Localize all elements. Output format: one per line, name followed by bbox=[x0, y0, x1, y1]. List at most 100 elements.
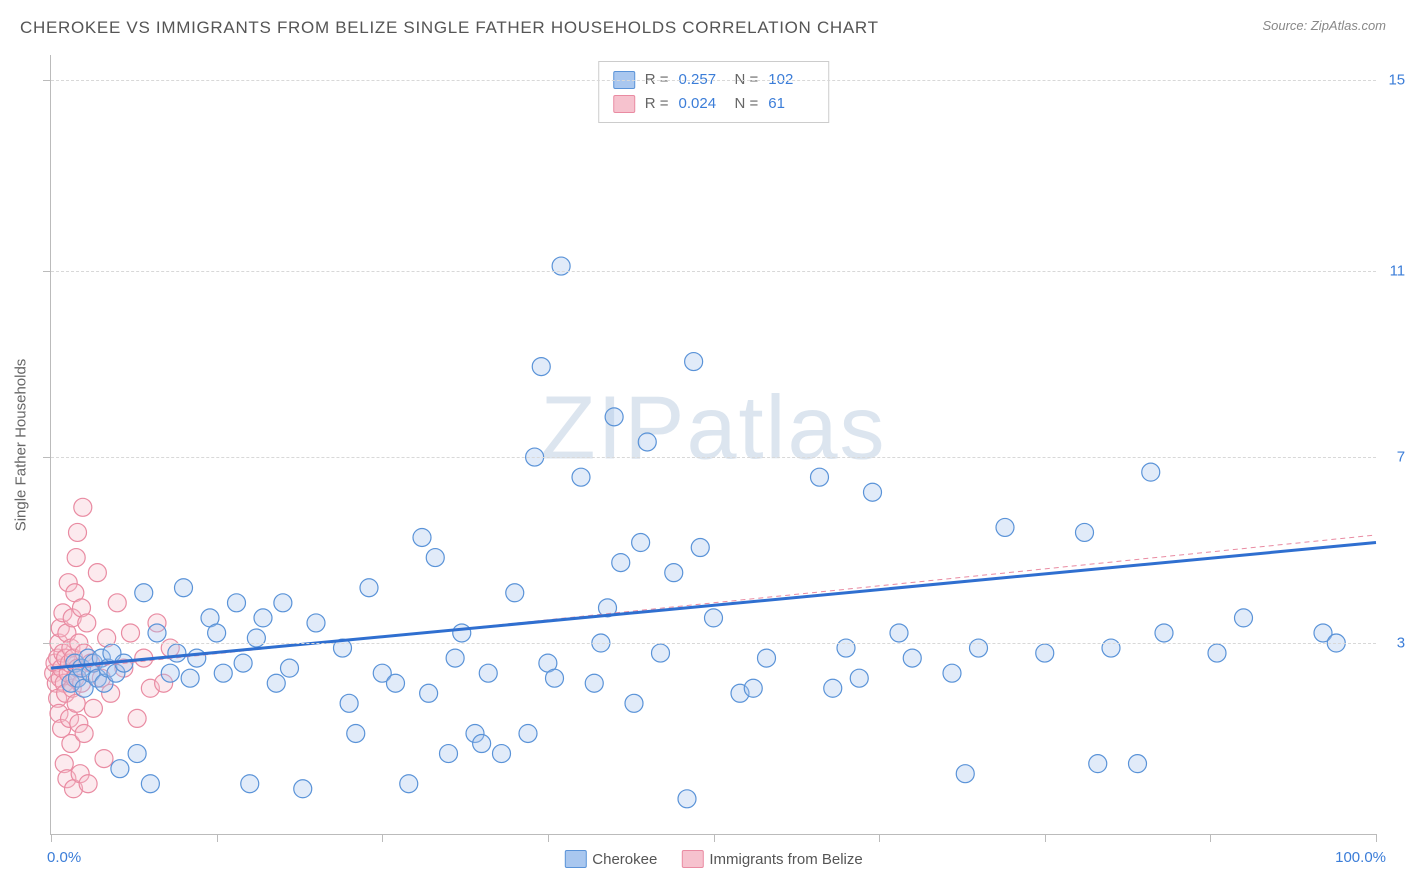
data-point bbox=[956, 765, 974, 783]
data-point bbox=[638, 433, 656, 451]
x-tick-mark bbox=[714, 834, 715, 842]
data-point bbox=[758, 649, 776, 667]
data-point bbox=[128, 709, 146, 727]
gridline bbox=[51, 643, 1376, 644]
trend-line bbox=[51, 543, 1376, 669]
data-point bbox=[78, 614, 96, 632]
data-point bbox=[234, 654, 252, 672]
data-point bbox=[274, 594, 292, 612]
legend-label: Immigrants from Belize bbox=[709, 851, 862, 868]
data-point bbox=[864, 483, 882, 501]
data-point bbox=[440, 745, 458, 763]
y-tick-label: 7.5% bbox=[1397, 449, 1406, 466]
data-point bbox=[267, 674, 285, 692]
y-tick-label: 3.8% bbox=[1397, 635, 1406, 652]
data-point bbox=[837, 639, 855, 657]
data-point bbox=[168, 644, 186, 662]
data-point bbox=[632, 534, 650, 552]
data-point bbox=[141, 775, 159, 793]
data-point bbox=[943, 664, 961, 682]
data-point bbox=[572, 468, 590, 486]
data-point bbox=[75, 724, 93, 742]
data-point bbox=[605, 408, 623, 426]
data-point bbox=[181, 669, 199, 687]
data-point bbox=[665, 564, 683, 582]
x-tick-mark bbox=[548, 834, 549, 842]
legend-label: Cherokee bbox=[592, 851, 657, 868]
y-tick-label: 15.0% bbox=[1388, 72, 1406, 89]
data-point bbox=[1102, 639, 1120, 657]
data-point bbox=[1129, 755, 1147, 773]
data-point bbox=[69, 523, 87, 541]
data-point bbox=[360, 579, 378, 597]
y-tick-label: 11.2% bbox=[1390, 263, 1406, 280]
data-point bbox=[479, 664, 497, 682]
data-point bbox=[247, 629, 265, 647]
legend-swatch-pink bbox=[681, 850, 703, 868]
x-tick-mark bbox=[1376, 834, 1377, 842]
x-tick-mark bbox=[1045, 834, 1046, 842]
data-point bbox=[453, 624, 471, 642]
data-point bbox=[294, 780, 312, 798]
data-point bbox=[148, 624, 166, 642]
data-point bbox=[546, 669, 564, 687]
x-axis-max-label: 100.0% bbox=[1335, 849, 1386, 866]
data-point bbox=[128, 745, 146, 763]
data-point bbox=[652, 644, 670, 662]
y-tick-mark bbox=[43, 643, 51, 644]
y-tick-mark bbox=[43, 271, 51, 272]
data-point bbox=[1076, 523, 1094, 541]
data-point bbox=[446, 649, 464, 667]
data-point bbox=[88, 564, 106, 582]
gridline bbox=[51, 80, 1376, 81]
data-point bbox=[228, 594, 246, 612]
data-point bbox=[108, 594, 126, 612]
data-point bbox=[1208, 644, 1226, 662]
data-point bbox=[996, 518, 1014, 536]
y-tick-mark bbox=[43, 80, 51, 81]
data-point bbox=[1089, 755, 1107, 773]
data-point bbox=[188, 649, 206, 667]
data-point bbox=[79, 775, 97, 793]
data-point bbox=[519, 724, 537, 742]
data-point bbox=[1142, 463, 1160, 481]
data-point bbox=[426, 549, 444, 567]
gridline bbox=[51, 457, 1376, 458]
data-point bbox=[903, 649, 921, 667]
data-point bbox=[493, 745, 511, 763]
data-point bbox=[1235, 609, 1253, 627]
data-point bbox=[208, 624, 226, 642]
data-point bbox=[413, 528, 431, 546]
data-point bbox=[95, 750, 113, 768]
data-point bbox=[387, 674, 405, 692]
chart-svg-layer bbox=[51, 55, 1376, 834]
data-point bbox=[552, 257, 570, 275]
source-attribution: Source: ZipAtlas.com bbox=[1262, 18, 1386, 33]
x-tick-mark bbox=[51, 834, 52, 842]
data-point bbox=[135, 584, 153, 602]
x-tick-mark bbox=[1210, 834, 1211, 842]
x-tick-mark bbox=[382, 834, 383, 842]
data-point bbox=[612, 554, 630, 572]
data-point bbox=[678, 790, 696, 808]
data-point bbox=[67, 549, 85, 567]
x-tick-mark bbox=[217, 834, 218, 842]
data-point bbox=[254, 609, 272, 627]
chart-title: CHEROKEE VS IMMIGRANTS FROM BELIZE SINGL… bbox=[20, 18, 879, 38]
data-point bbox=[161, 664, 179, 682]
scatter-plot-area: ZIPatlas Single Father Households 0.0% 1… bbox=[50, 55, 1376, 835]
series-legend: Cherokee Immigrants from Belize bbox=[564, 850, 862, 868]
legend-swatch-blue bbox=[564, 850, 586, 868]
data-point bbox=[241, 775, 259, 793]
data-point bbox=[307, 614, 325, 632]
data-point bbox=[970, 639, 988, 657]
y-axis-label: Single Father Households bbox=[13, 358, 30, 531]
data-point bbox=[532, 358, 550, 376]
x-tick-mark bbox=[879, 834, 880, 842]
data-point bbox=[340, 694, 358, 712]
data-point bbox=[111, 760, 129, 778]
legend-item-cherokee: Cherokee bbox=[564, 850, 657, 868]
data-point bbox=[400, 775, 418, 793]
data-point bbox=[850, 669, 868, 687]
data-point bbox=[811, 468, 829, 486]
